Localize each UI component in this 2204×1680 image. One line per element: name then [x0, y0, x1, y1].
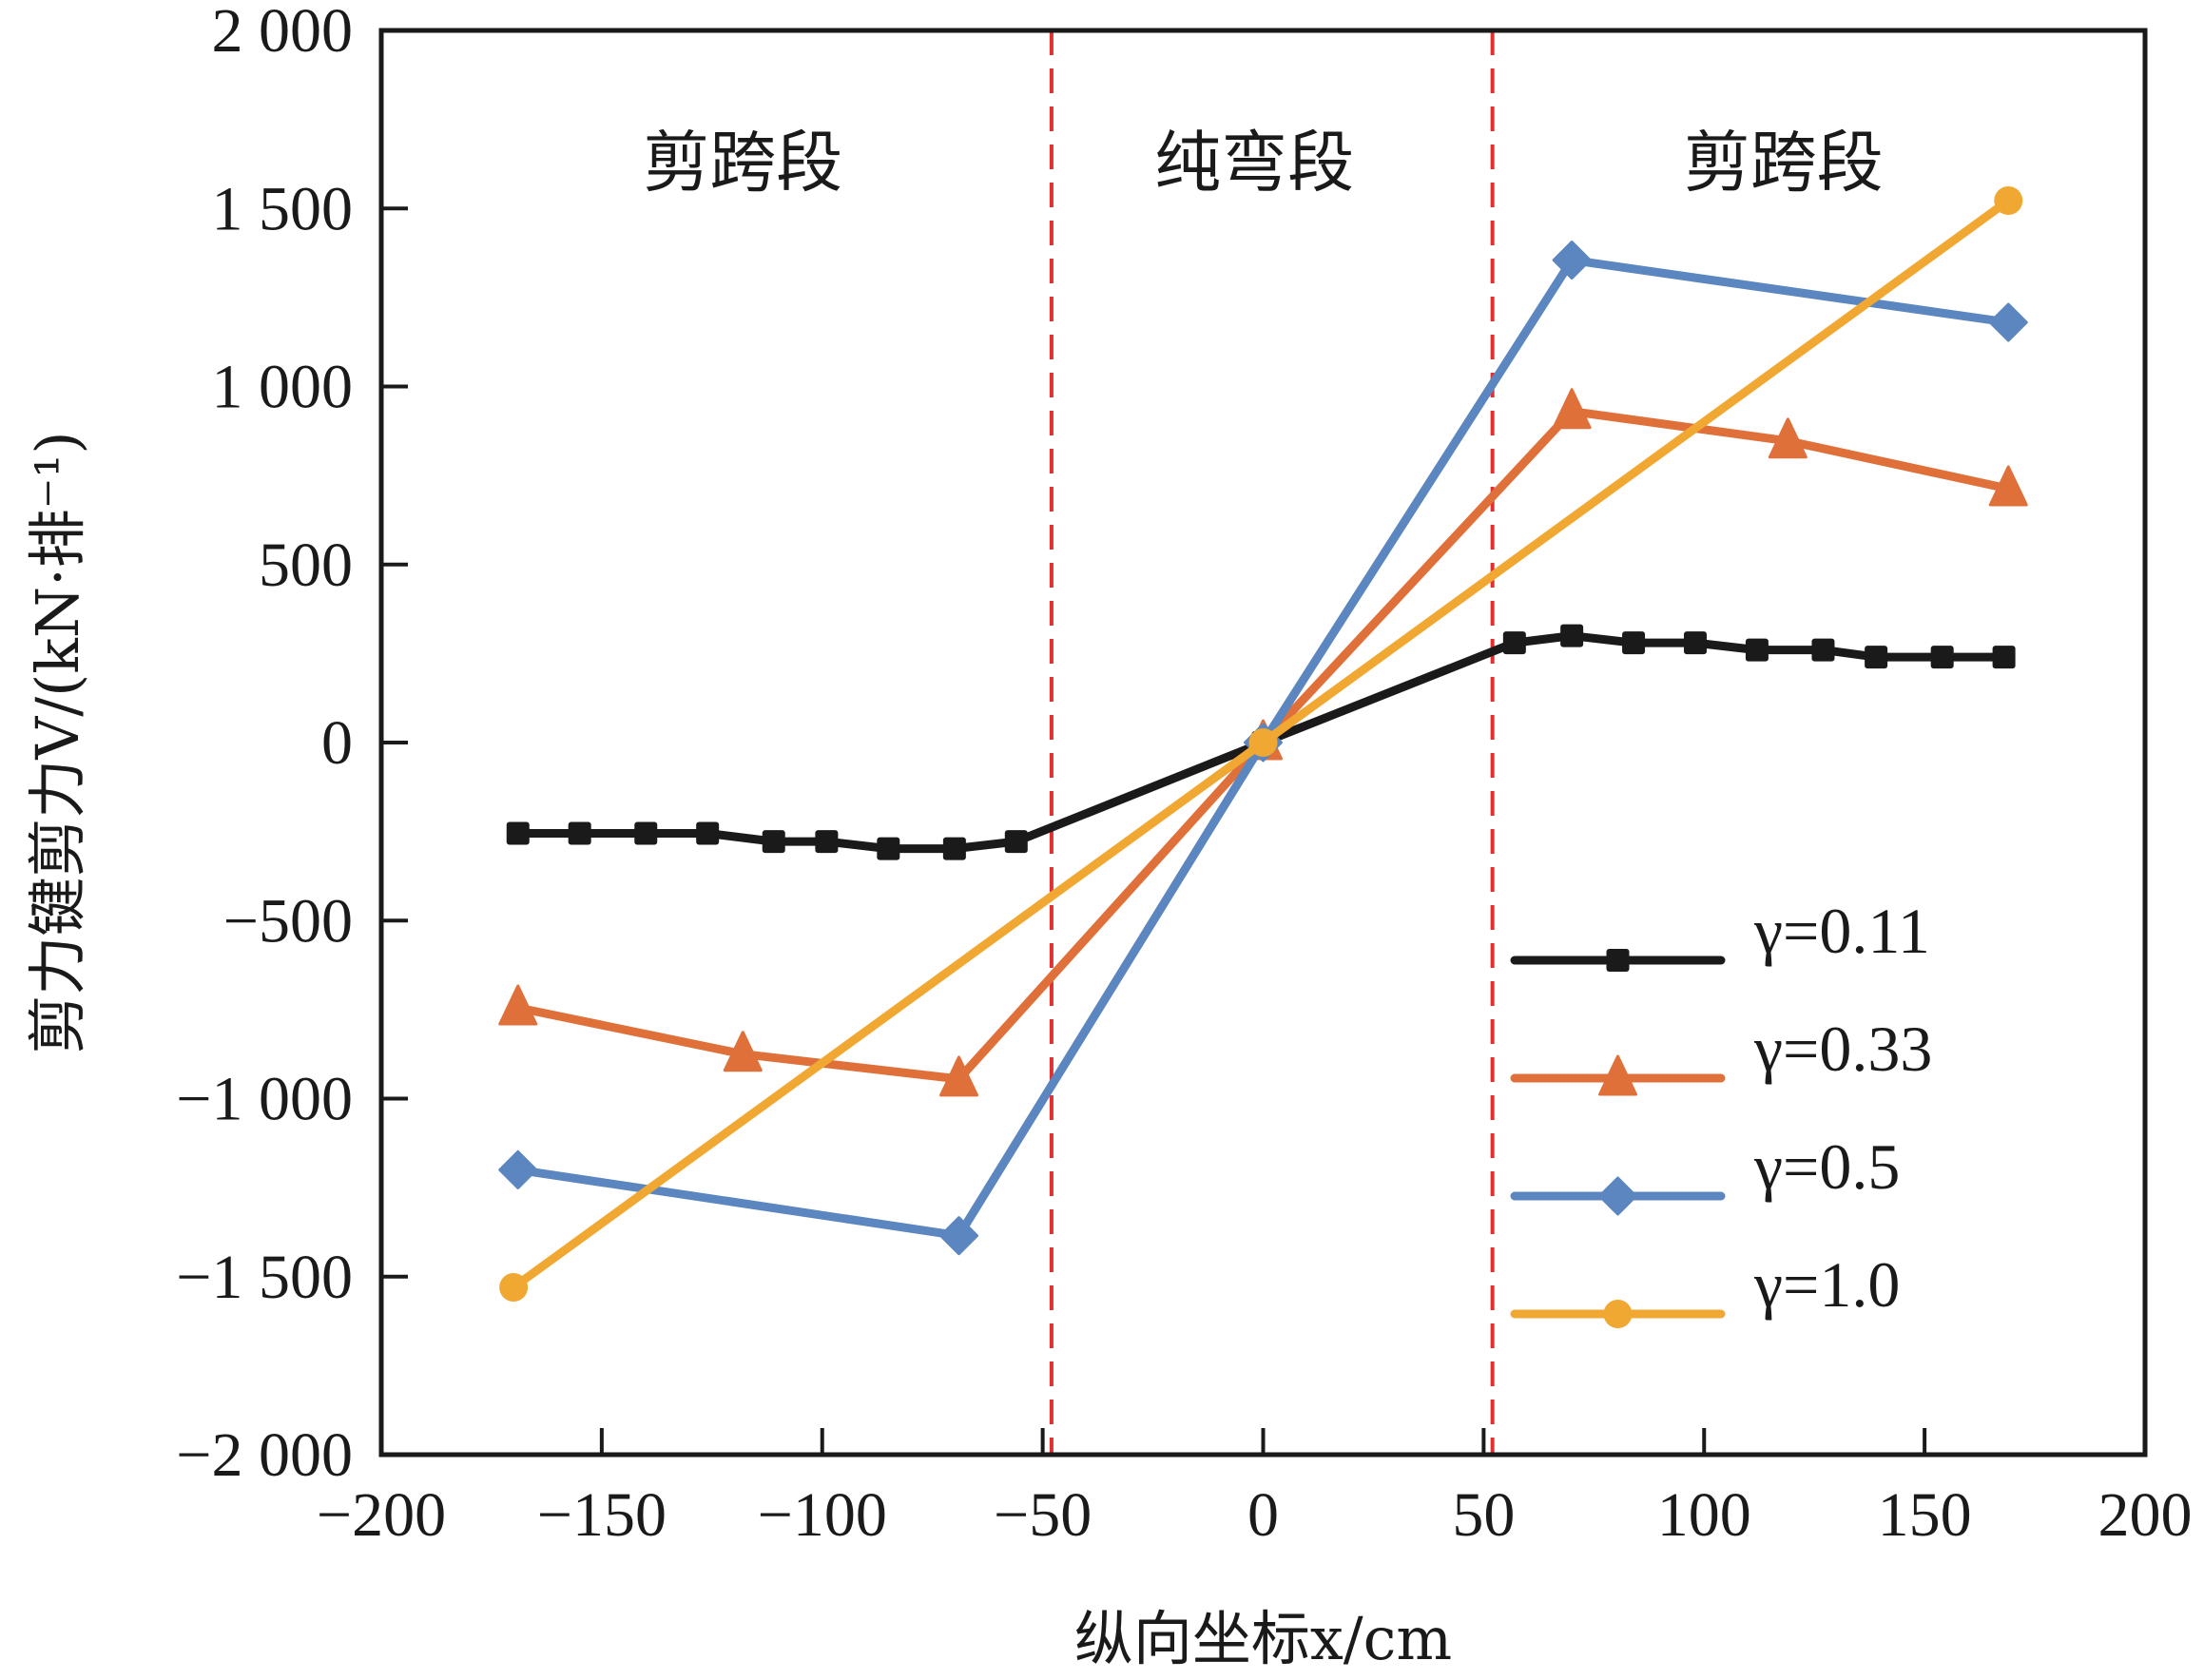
y-tick-label: 500	[259, 531, 353, 600]
data-point-triangle	[1988, 465, 2028, 507]
y-tick-label: 2 000	[212, 0, 354, 66]
x-tick-label: −150	[537, 1480, 667, 1550]
legend-label: γ=0.33	[1753, 1013, 1932, 1085]
data-point-diamond	[1988, 302, 2028, 342]
regions-layer: 剪跨段 纯弯段 剪跨段	[643, 124, 1883, 202]
data-point-square	[1004, 830, 1028, 854]
data-point-square	[634, 821, 658, 845]
legend-item: γ=0.11	[1510, 895, 1930, 972]
y-tick-label: −1 500	[176, 1243, 353, 1312]
legend-label: γ=1.0	[1753, 1248, 1900, 1321]
data-point-circle	[499, 1272, 529, 1302]
x-tick-label: −200	[317, 1480, 446, 1550]
series-layer	[498, 186, 2028, 1302]
y-tick-label: −1 000	[176, 1065, 353, 1134]
data-point-square	[568, 821, 591, 845]
data-point-square	[506, 821, 530, 845]
data-point-square	[762, 830, 785, 854]
data-point-triangle	[1768, 417, 1808, 459]
legend-marker-diamond	[1598, 1176, 1637, 1216]
data-point-square	[1811, 638, 1835, 662]
data-point-triangle	[723, 1031, 763, 1072]
data-point-circle	[1994, 186, 2023, 216]
y-axis-title: 剪力键剪力V/(kN·排⁻¹)	[23, 431, 92, 1053]
data-point-square	[1865, 646, 1888, 669]
x-tick-label: 150	[1878, 1480, 1972, 1550]
data-point-circle	[1248, 728, 1278, 757]
data-point-triangle	[939, 1055, 979, 1097]
x-tick-label: −50	[994, 1480, 1092, 1550]
x-tick-label: 0	[1247, 1480, 1279, 1550]
y-tick-label: −500	[223, 886, 353, 956]
data-point-square	[1992, 646, 2016, 669]
data-point-square	[815, 830, 839, 854]
data-point-diamond	[498, 1149, 538, 1189]
legend-label: γ=0.5	[1753, 1130, 1900, 1203]
y-tick-label: 1 500	[212, 174, 354, 243]
legend-marker-triangle	[1598, 1054, 1637, 1096]
legend-item: γ=0.33	[1510, 1013, 1932, 1096]
data-point-square	[877, 837, 900, 860]
y-tick-label: 1 000	[212, 353, 354, 422]
legend-item: γ=1.0	[1510, 1248, 1900, 1328]
plot-content	[1049, 30, 1495, 1455]
data-point-square	[1502, 631, 1526, 655]
series-circle	[499, 186, 2023, 1302]
data-point-triangle	[1552, 388, 1592, 430]
data-point-square	[1930, 646, 1954, 669]
data-point-triangle	[498, 984, 538, 1026]
data-point-square	[942, 837, 966, 860]
x-axis-title: 纵向坐标x/cm	[1074, 1604, 1452, 1673]
region-label: 纯弯段	[1154, 124, 1354, 202]
data-point-diamond	[939, 1216, 979, 1256]
data-point-square	[1745, 638, 1769, 662]
data-point-square	[1560, 624, 1584, 647]
legend-marker-square	[1606, 949, 1630, 972]
x-tick-label: 100	[1657, 1480, 1751, 1550]
region-label: 剪跨段	[1684, 124, 1884, 202]
x-tick-label: −100	[758, 1480, 887, 1550]
region-label: 剪跨段	[643, 124, 842, 202]
legend-item: γ=0.5	[1510, 1130, 1900, 1216]
x-tick-label: 200	[2098, 1480, 2193, 1550]
data-point-diamond	[1552, 241, 1592, 280]
legend-marker-circle	[1603, 1300, 1633, 1328]
y-tick-label: 0	[321, 708, 353, 778]
data-point-square	[1683, 631, 1707, 655]
y-tick-label: −2 000	[176, 1420, 353, 1490]
legend-label: γ=0.11	[1753, 895, 1930, 967]
x-tick-label: 50	[1452, 1480, 1515, 1550]
legend: γ=0.11 γ=0.33 γ=0.5 γ=1.0	[1510, 895, 1932, 1328]
data-point-square	[1622, 631, 1646, 655]
data-point-square	[696, 821, 720, 845]
